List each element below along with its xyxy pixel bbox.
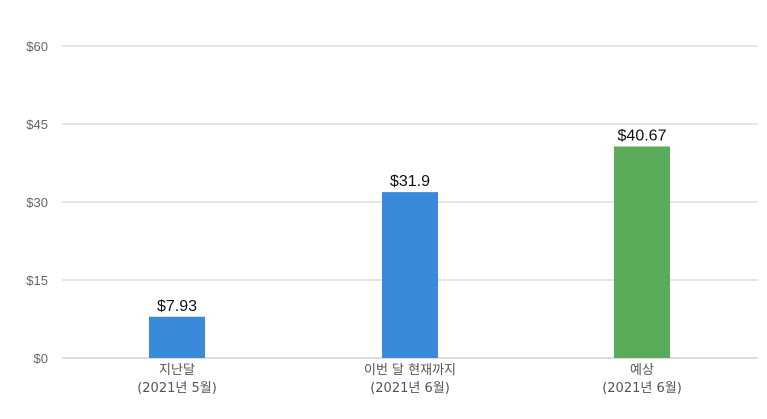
- y-tick-label: $60: [26, 39, 48, 54]
- x-tick-sublabel: (2021년 6월): [602, 381, 682, 396]
- x-tick-label: 이번 달 현재까지: [364, 363, 456, 378]
- y-tick-label: $0: [34, 351, 48, 366]
- bar-1: [382, 192, 438, 358]
- x-tick-sublabel: (2021년 6월): [370, 381, 450, 396]
- bar-0: [149, 316, 205, 358]
- data-label-0: $7.93: [157, 298, 197, 315]
- bars: [149, 146, 670, 358]
- x-axis: 지난달 (2021년 5월) 이번 달 현재까지 (2021년 6월) 예상 (2021년…: [137, 363, 682, 396]
- data-labels: $7.93 $31.9 $40.67: [157, 128, 667, 315]
- y-tick-label: $15: [26, 273, 48, 288]
- y-axis: $0 $15 $30 $45 $60: [26, 39, 48, 366]
- data-label-1: $31.9: [390, 173, 430, 190]
- data-label-2: $40.67: [618, 128, 667, 145]
- y-tick-label: $30: [26, 195, 48, 210]
- x-tick-label: 지난달: [159, 363, 195, 378]
- x-tick-sublabel: (2021년 5월): [137, 381, 217, 396]
- bar-2: [614, 146, 670, 358]
- x-tick-label: 예상: [630, 363, 654, 378]
- y-tick-label: $45: [26, 117, 48, 132]
